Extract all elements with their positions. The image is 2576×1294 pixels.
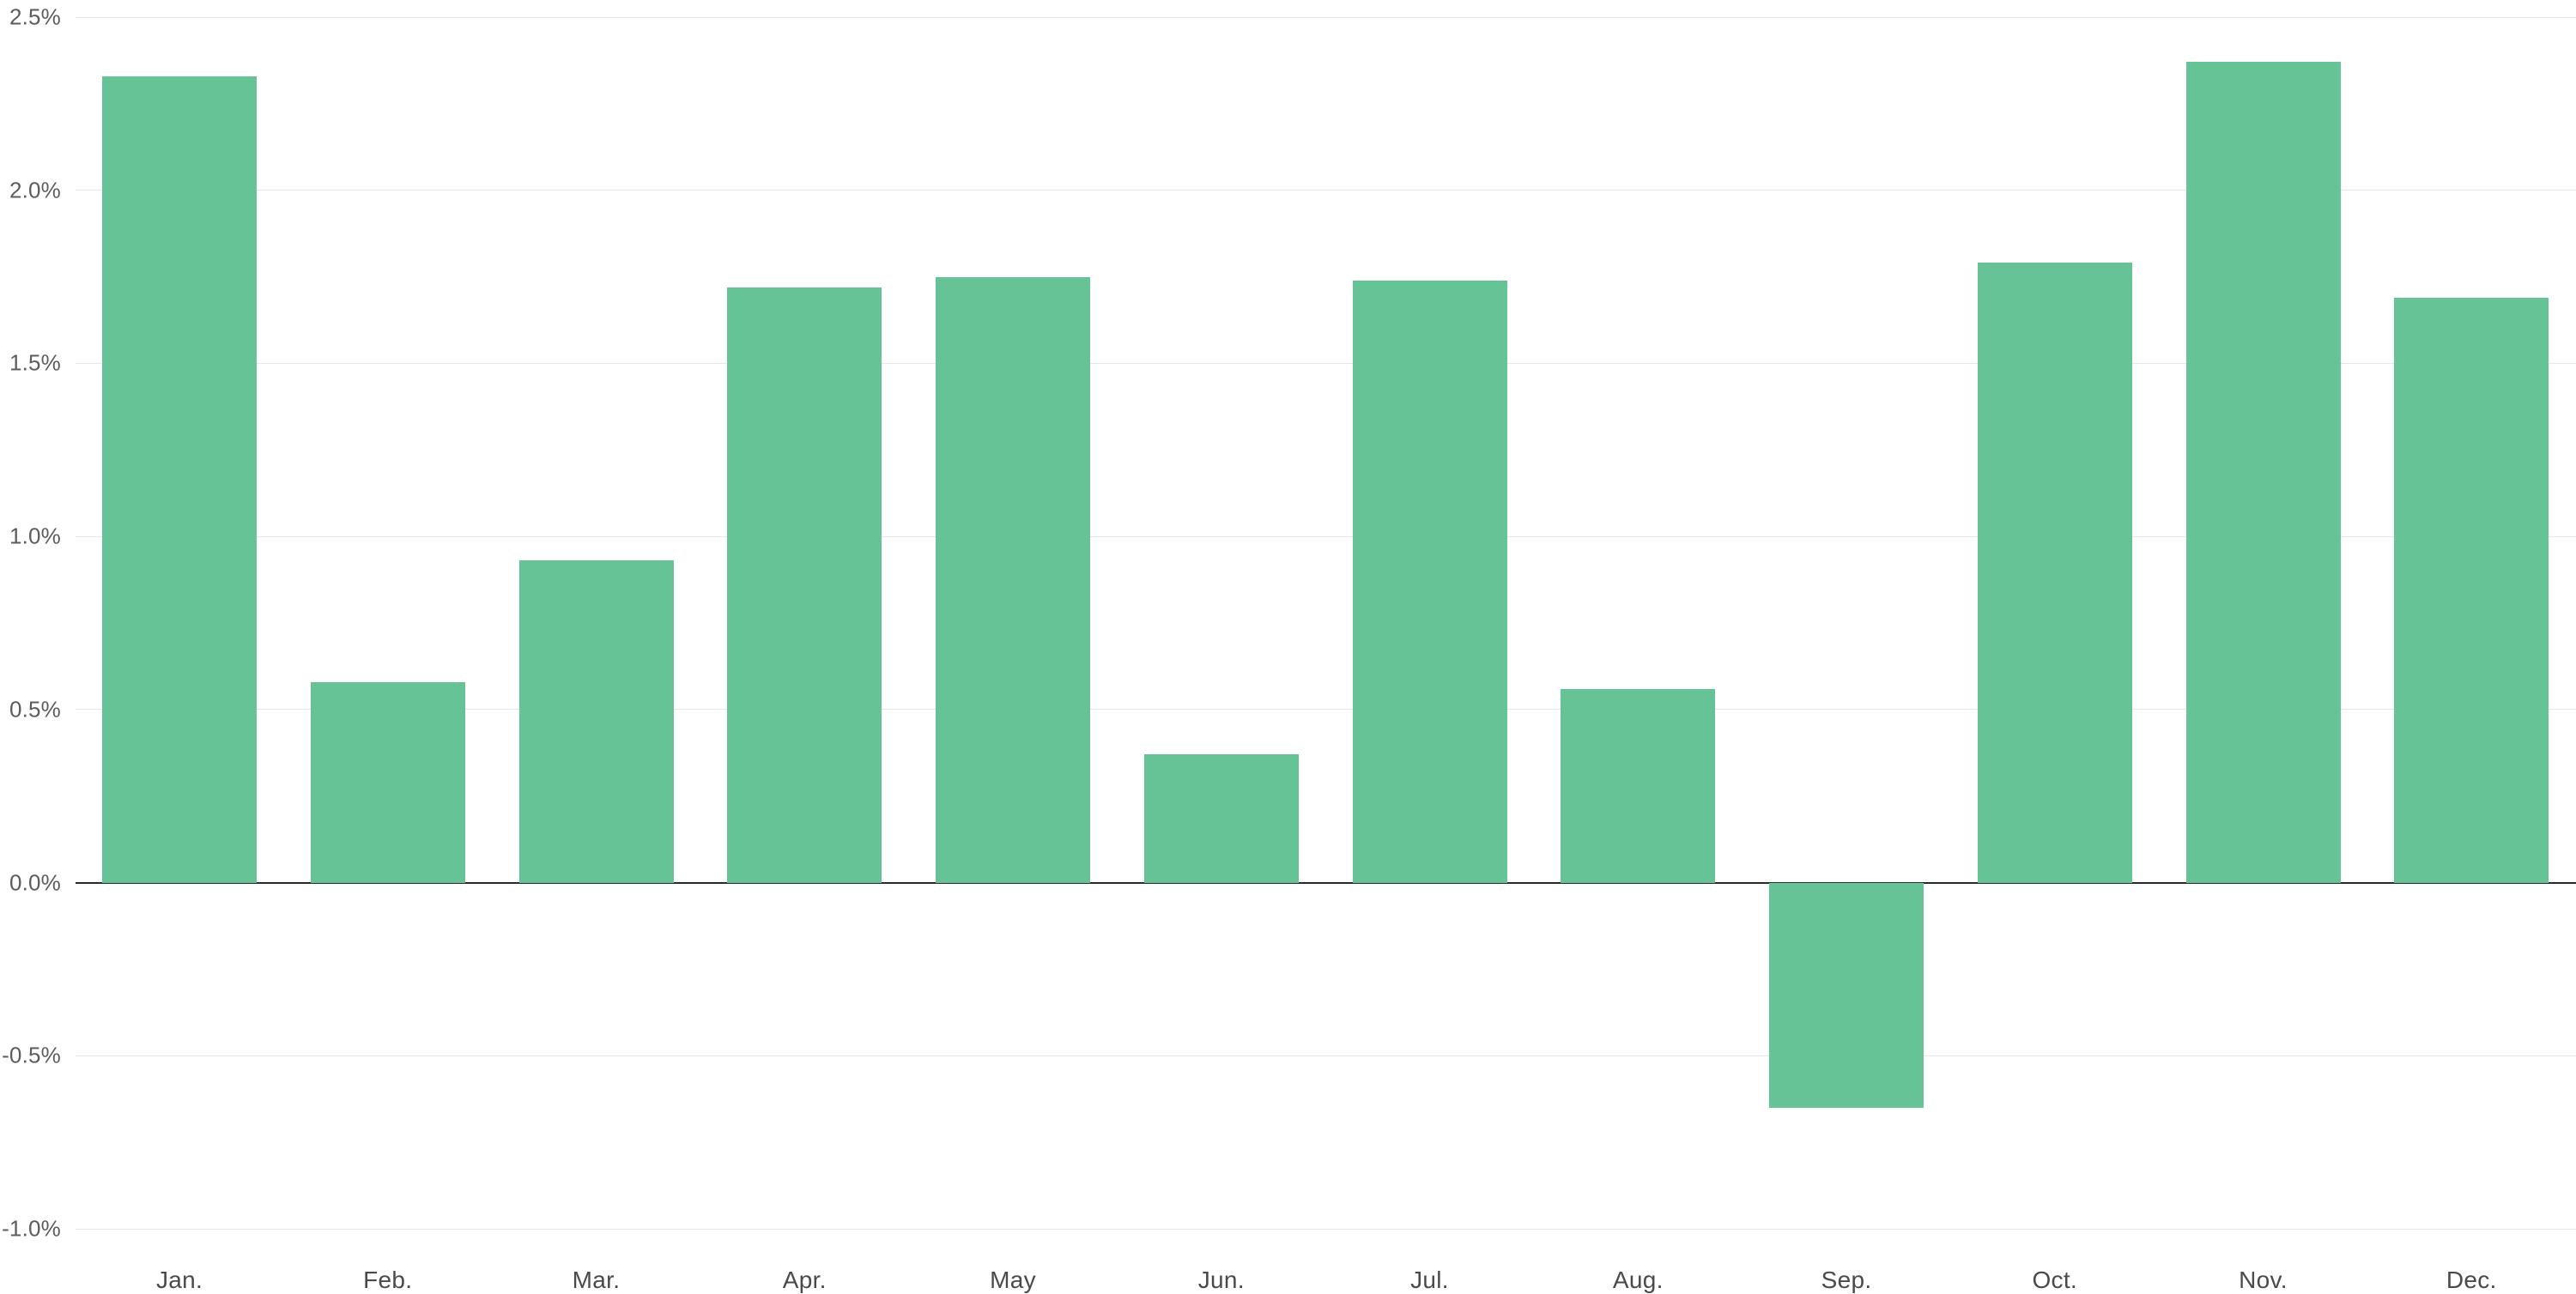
x-axis-tick-label: Nov. bbox=[2239, 1267, 2288, 1294]
x-axis-tick-label: Feb. bbox=[363, 1267, 412, 1294]
y-axis-tick-label: -1.0% bbox=[2, 1216, 61, 1243]
gridline bbox=[76, 1229, 2576, 1230]
y-axis-tick-label: 0.5% bbox=[9, 696, 61, 723]
bar bbox=[102, 76, 257, 883]
x-axis-tick-label: Mar. bbox=[573, 1267, 621, 1294]
y-axis-tick-label: -0.5% bbox=[2, 1043, 61, 1069]
x-axis-tick-label: Aug. bbox=[1613, 1267, 1664, 1294]
bar bbox=[1769, 883, 1924, 1108]
bar bbox=[519, 560, 674, 882]
x-axis-tick-label: Jun. bbox=[1198, 1267, 1245, 1294]
x-axis-tick-label: Dec. bbox=[2446, 1267, 2497, 1294]
x-axis-tick-label: Oct. bbox=[2032, 1267, 2077, 1294]
x-axis-tick-label: Jul. bbox=[1410, 1267, 1449, 1294]
bar bbox=[1353, 281, 1507, 883]
bar bbox=[1144, 754, 1299, 882]
x-axis-tick-label: Sep. bbox=[1821, 1267, 1872, 1294]
bar bbox=[936, 277, 1090, 883]
x-axis-tick-label: Jan. bbox=[156, 1267, 203, 1294]
x-axis-tick-label: Apr. bbox=[783, 1267, 827, 1294]
bar bbox=[311, 682, 465, 883]
y-axis-tick-label: 2.5% bbox=[9, 4, 61, 31]
y-axis-tick-label: 1.0% bbox=[9, 523, 61, 550]
bar bbox=[2186, 62, 2341, 882]
x-axis-tick-label: May bbox=[990, 1267, 1036, 1294]
y-axis-tick-label: 1.5% bbox=[9, 350, 61, 377]
bar bbox=[1561, 689, 1715, 883]
monthly-percentage-bar-chart: -1.0%-0.5%0.0%0.5%1.0%1.5%2.0%2.5%Jan.Fe… bbox=[0, 0, 2576, 1287]
gridline bbox=[76, 17, 2576, 18]
bar bbox=[2394, 298, 2549, 883]
gridline bbox=[76, 1055, 2576, 1056]
y-axis-tick-label: 0.0% bbox=[9, 869, 61, 896]
bar bbox=[1978, 263, 2132, 882]
y-axis-tick-label: 2.0% bbox=[9, 177, 61, 203]
bar bbox=[727, 287, 882, 883]
